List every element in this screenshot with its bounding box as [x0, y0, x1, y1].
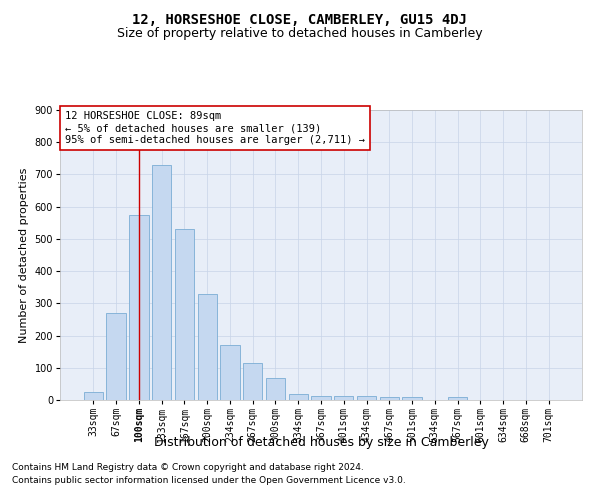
Text: Contains HM Land Registry data © Crown copyright and database right 2024.: Contains HM Land Registry data © Crown c… [12, 464, 364, 472]
Bar [380, 397, 399, 400]
Text: 12 HORSESHOE CLOSE: 89sqm
← 5% of detached houses are smaller (139)
95% of semi-: 12 HORSESHOE CLOSE: 89sqm ← 5% of detach… [65, 112, 365, 144]
Bar [84, 392, 103, 400]
Bar [129, 214, 149, 400]
Bar [403, 398, 422, 400]
Bar [334, 396, 353, 400]
Text: Size of property relative to detached houses in Camberley: Size of property relative to detached ho… [117, 28, 483, 40]
Bar [106, 313, 126, 400]
Bar [175, 229, 194, 400]
Bar [448, 398, 467, 400]
Bar [197, 294, 217, 400]
Text: 12, HORSESHOE CLOSE, CAMBERLEY, GU15 4DJ: 12, HORSESHOE CLOSE, CAMBERLEY, GU15 4DJ [133, 12, 467, 26]
Bar [152, 165, 172, 400]
Bar [357, 396, 376, 400]
Text: Distribution of detached houses by size in Camberley: Distribution of detached houses by size … [154, 436, 488, 449]
Bar [266, 378, 285, 400]
Bar [311, 396, 331, 400]
Text: Contains public sector information licensed under the Open Government Licence v3: Contains public sector information licen… [12, 476, 406, 485]
Bar [220, 345, 239, 400]
Y-axis label: Number of detached properties: Number of detached properties [19, 168, 29, 342]
Bar [289, 394, 308, 400]
Bar [243, 363, 262, 400]
